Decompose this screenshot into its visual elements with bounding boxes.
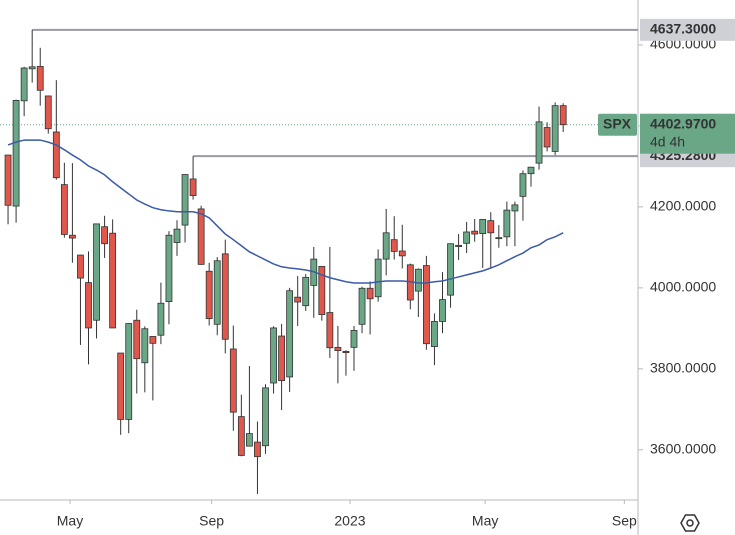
candle-body (246, 433, 253, 447)
candle-body (326, 312, 334, 349)
candle-body (487, 220, 495, 234)
x-tick-label: Sep (612, 513, 637, 529)
candle-body (36, 65, 44, 91)
candle-body (93, 223, 100, 321)
candle-body (455, 244, 462, 247)
candle-body (519, 173, 527, 197)
candle-body (559, 105, 567, 126)
candle-body (390, 239, 398, 252)
candle-body (318, 265, 326, 315)
candle-body (511, 204, 519, 212)
candle-body (366, 287, 374, 300)
symbol-box (598, 113, 637, 136)
candle-body (414, 268, 422, 292)
candle-body (262, 387, 269, 447)
candle-body (85, 282, 92, 329)
countdown-label: 4d 4h (650, 133, 685, 149)
candle-body (141, 328, 149, 364)
candle-body (270, 327, 277, 384)
candle-body (221, 253, 229, 340)
candle-body (302, 276, 310, 307)
candle-body (398, 250, 406, 257)
y-tick-label: 4000.0000 (650, 279, 716, 295)
x-tick-label: May (57, 513, 83, 529)
candle-body (77, 254, 84, 279)
moving-average (7, 139, 564, 284)
candle-body (20, 67, 28, 102)
candle-body (44, 95, 52, 130)
y-tick-label: 3600.0000 (650, 441, 716, 457)
candle-body (12, 100, 20, 207)
candle-body (237, 416, 245, 456)
candle-body (149, 336, 157, 344)
x-tick-label: Sep (199, 513, 224, 529)
candle-body (294, 296, 302, 303)
candle-body (109, 232, 117, 329)
candle-body (101, 226, 108, 245)
candle-body (157, 302, 165, 336)
candle-body (439, 299, 446, 322)
candle-body (463, 231, 471, 244)
settings-hexagon[interactable] (680, 514, 700, 532)
y-tick-label: 4200.0000 (650, 198, 716, 214)
candle-body (431, 321, 438, 347)
candle-body (551, 105, 559, 152)
candle-body (479, 219, 487, 235)
candle-body (197, 208, 205, 265)
candle-body (254, 441, 261, 458)
candle-body (213, 260, 221, 325)
y-tick-label: 3800.0000 (650, 360, 716, 376)
candle-body (189, 178, 197, 196)
candle-body (334, 346, 342, 352)
candle-body (423, 265, 430, 345)
x-tick-label: May (472, 513, 498, 529)
candle-body (495, 237, 503, 240)
candle-body (165, 234, 173, 303)
candle-body (133, 319, 141, 360)
candle-body (543, 127, 551, 148)
candle-body (286, 290, 294, 378)
candle-body (4, 154, 12, 206)
candle-body (342, 351, 350, 354)
candle-body (117, 352, 125, 420)
candle-body (358, 287, 366, 325)
candle-body (181, 174, 189, 226)
candle-body (173, 228, 181, 243)
candle-body (503, 209, 511, 238)
settings-dot[interactable] (686, 519, 694, 527)
candle-body (535, 121, 543, 164)
candle-body (125, 323, 133, 420)
level-label-box (640, 18, 735, 41)
candle-body (52, 131, 60, 179)
candle-body (471, 230, 479, 235)
candle-body (205, 270, 213, 320)
candle-body (69, 234, 76, 239)
candle-body (382, 232, 390, 260)
plot-area (0, 28, 638, 494)
price-box (640, 113, 735, 154)
x-tick-label: 2023 (334, 513, 365, 529)
candle-body (278, 335, 285, 381)
candle-body (229, 348, 237, 413)
symbol-label: SPX (603, 115, 632, 131)
candle-body (28, 66, 36, 70)
settings-icon[interactable] (680, 514, 700, 532)
candle-body (350, 329, 358, 348)
candle-body (527, 166, 535, 175)
level-label: 4637.3000 (650, 21, 716, 37)
price-label: 4402.9700 (650, 115, 716, 131)
candle-body (60, 184, 68, 235)
candle-body (447, 243, 454, 296)
candle-body (374, 258, 382, 298)
